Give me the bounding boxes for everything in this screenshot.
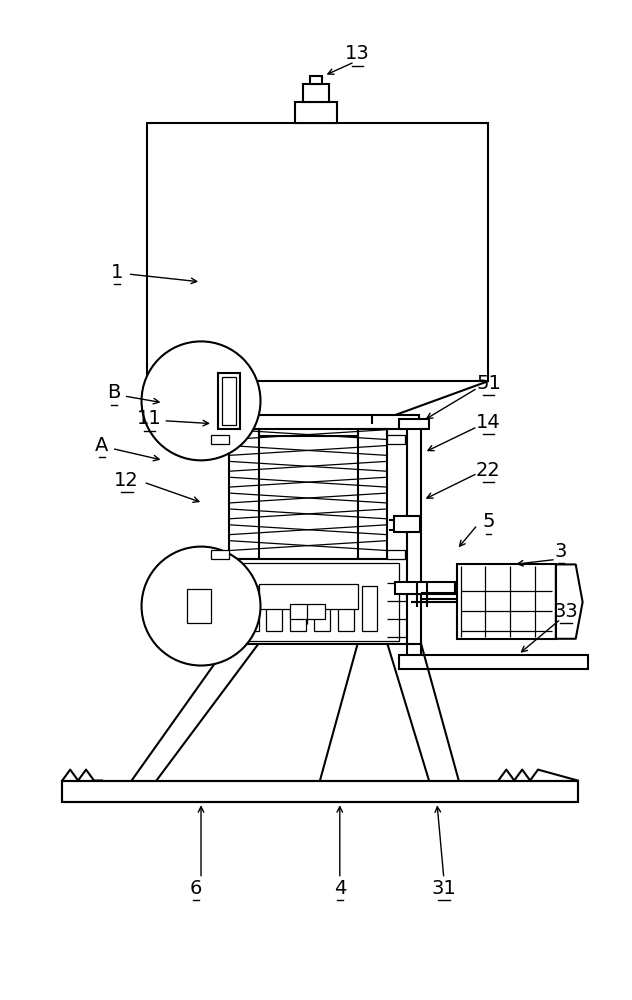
Bar bbox=[387, 550, 405, 559]
Text: 31: 31 bbox=[432, 879, 456, 898]
Text: 3: 3 bbox=[555, 542, 567, 561]
Bar bbox=[407, 426, 421, 644]
Bar bbox=[218, 373, 240, 429]
Bar bbox=[229, 429, 258, 559]
Bar bbox=[243, 586, 258, 631]
Bar bbox=[222, 377, 236, 425]
Text: 22: 22 bbox=[476, 461, 501, 480]
Ellipse shape bbox=[142, 341, 260, 460]
Bar bbox=[229, 563, 399, 641]
Bar bbox=[290, 586, 306, 631]
Bar bbox=[290, 604, 325, 619]
Bar bbox=[387, 435, 405, 444]
Bar bbox=[211, 435, 229, 444]
Bar bbox=[399, 419, 429, 429]
Bar bbox=[457, 564, 556, 639]
Bar bbox=[62, 781, 578, 802]
Bar bbox=[362, 586, 377, 631]
Text: 12: 12 bbox=[114, 471, 139, 490]
Text: 5: 5 bbox=[482, 512, 495, 531]
Bar bbox=[303, 84, 329, 102]
Bar bbox=[295, 102, 337, 123]
Text: 13: 13 bbox=[345, 44, 370, 63]
Text: 6: 6 bbox=[190, 879, 202, 898]
Bar bbox=[258, 584, 358, 609]
Text: 14: 14 bbox=[476, 413, 501, 432]
Text: 11: 11 bbox=[137, 409, 162, 428]
Bar bbox=[267, 586, 283, 631]
Bar bbox=[314, 586, 330, 631]
Bar bbox=[211, 415, 419, 429]
Text: 33: 33 bbox=[554, 602, 578, 621]
Bar bbox=[310, 76, 322, 84]
Text: 4: 4 bbox=[334, 879, 346, 898]
Text: 1: 1 bbox=[111, 263, 123, 282]
Bar bbox=[147, 123, 489, 381]
Bar bbox=[338, 586, 354, 631]
Bar bbox=[187, 589, 211, 623]
Bar bbox=[358, 429, 387, 559]
Bar bbox=[399, 655, 588, 669]
Bar bbox=[395, 582, 455, 594]
Ellipse shape bbox=[142, 547, 260, 666]
Text: 51: 51 bbox=[476, 374, 501, 393]
Text: B: B bbox=[107, 383, 121, 402]
Bar bbox=[394, 516, 420, 532]
Text: A: A bbox=[95, 436, 109, 455]
Bar bbox=[216, 559, 410, 644]
Bar bbox=[211, 550, 229, 559]
